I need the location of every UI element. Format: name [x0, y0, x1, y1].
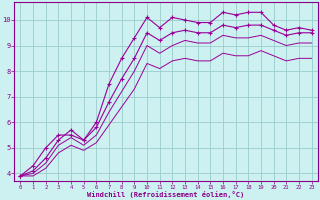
X-axis label: Windchill (Refroidissement éolien,°C): Windchill (Refroidissement éolien,°C) [87, 191, 244, 198]
